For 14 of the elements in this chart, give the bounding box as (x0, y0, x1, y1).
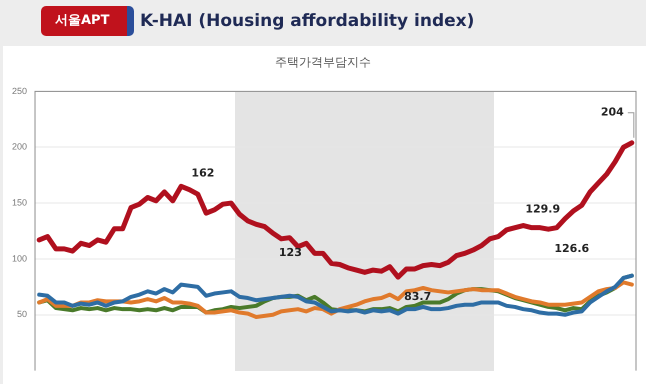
data-label: 83.7 (404, 290, 432, 303)
data-label: 204 (600, 106, 624, 119)
y-tick-label: 250 (12, 86, 28, 96)
y-tick-label: 100 (12, 253, 28, 264)
data-label: 123 (278, 246, 302, 260)
y-tick-label: 150 (12, 198, 28, 208)
chart-subtitle: 주택가격부담지수 (274, 54, 372, 71)
y-tick-label: 200 (12, 142, 28, 152)
data-label: 126.6 (554, 242, 590, 256)
chart-title: K-HAI (Housing affordability index) (140, 10, 474, 33)
label-badge: 서울APT (41, 6, 134, 36)
data-label: 162 (191, 166, 214, 180)
y-tick-label: 50 (17, 309, 28, 320)
data-label: 129.9 (525, 202, 560, 216)
